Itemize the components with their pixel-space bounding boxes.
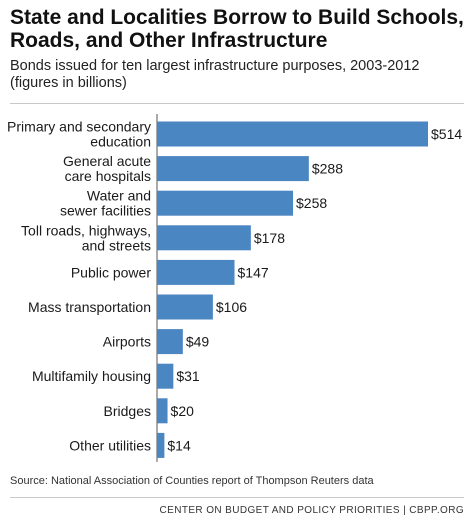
bar-value-label: $14 xyxy=(167,437,191,453)
category-label: sewer facilities xyxy=(60,203,151,219)
category-label: Airports xyxy=(103,334,151,350)
category-label: Toll roads, highways, xyxy=(21,222,151,238)
category-label: Primary and secondary xyxy=(7,119,151,135)
chart-title-line: State and Localities Borrow to Build Sch… xyxy=(10,6,464,29)
chart-title-line: Roads, and Other Infrastructure xyxy=(10,29,328,52)
category-label: Mass transportation xyxy=(28,299,151,315)
bar xyxy=(157,432,165,458)
category-label: Multifamily housing xyxy=(32,368,151,384)
category-label: Public power xyxy=(71,264,151,280)
bar-value-label: $178 xyxy=(254,230,285,246)
bar xyxy=(157,398,168,424)
footer-credit: CENTER ON BUDGET AND POLICY PRIORITIES |… xyxy=(159,505,464,516)
bar-value-label: $106 xyxy=(216,299,247,315)
footer-divider xyxy=(10,497,464,498)
bar-value-label: $20 xyxy=(171,403,195,419)
bar xyxy=(157,329,183,355)
bar-value-label: $147 xyxy=(238,264,269,280)
category-label: care hospitals xyxy=(65,168,151,184)
chart-subtitle: Bonds issued for ten largest infrastruct… xyxy=(10,58,470,92)
bar-value-label: $49 xyxy=(186,334,210,350)
chart-subtitle-line: Bonds issued for ten largest infrastruct… xyxy=(10,58,420,74)
category-label: education xyxy=(90,134,151,150)
category-label: and streets xyxy=(82,237,151,253)
category-label: Bridges xyxy=(104,403,151,419)
bar-value-label: $288 xyxy=(312,161,343,177)
bar-value-label: $258 xyxy=(296,195,327,211)
category-label: General acute xyxy=(63,153,151,169)
bar xyxy=(157,156,309,182)
bar xyxy=(157,294,213,320)
bar xyxy=(157,225,251,251)
title-divider xyxy=(10,103,464,104)
bar xyxy=(157,259,235,285)
bar-value-label: $514 xyxy=(431,126,462,142)
source-note: Source: National Association of Counties… xyxy=(10,475,374,487)
bar-value-label: $31 xyxy=(176,368,200,384)
footer: CENTER ON BUDGET AND POLICY PRIORITIES |… xyxy=(0,497,474,525)
category-label: Other utilities xyxy=(69,437,151,453)
category-label: Water and xyxy=(87,188,151,204)
bar xyxy=(157,363,174,389)
bar xyxy=(157,190,294,216)
bar xyxy=(157,121,428,147)
chart-title: State and Localities Borrow to Build Sch… xyxy=(10,6,470,52)
chart-subtitle-line: (figures in billions) xyxy=(10,75,127,91)
